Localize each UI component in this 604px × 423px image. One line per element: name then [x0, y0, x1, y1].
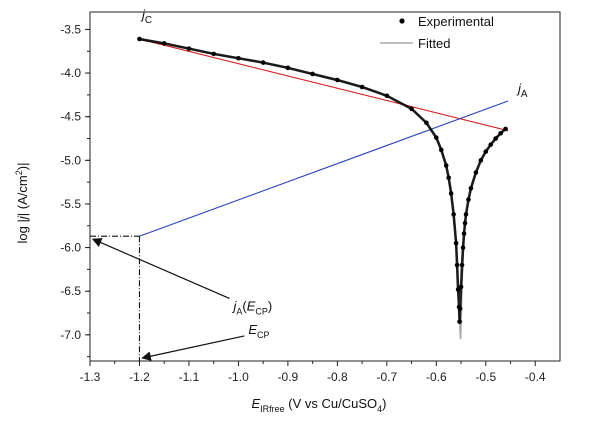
y-axis-title-sup: 2 — [14, 170, 24, 175]
legend: Experimental Fitted — [380, 14, 494, 51]
jc-annotation: jC — [140, 7, 152, 26]
x-tick-label: -0.4 — [525, 370, 546, 384]
ecp-arrow — [141, 335, 245, 361]
guide-lines — [90, 235, 245, 361]
y-tick-label: -6.0 — [60, 241, 81, 255]
x-tick-label: -0.6 — [426, 370, 447, 384]
ecp-e: E — [248, 322, 257, 337]
y-tick-label: -4.0 — [60, 66, 81, 80]
x-tick-label: -1.0 — [228, 370, 249, 384]
ja-ecp-e: E — [247, 298, 256, 313]
ja-ecp-sub2: CP — [255, 306, 268, 316]
legend-experimental-marker — [399, 18, 405, 24]
annotations: jC jA jA(ECP) ECP — [140, 7, 528, 340]
jc-annotation-j: j — [140, 7, 146, 22]
x-axis-title-e: E — [251, 396, 260, 411]
y-tick-label: -5.5 — [60, 197, 81, 211]
x-tick-label: -0.5 — [475, 370, 496, 384]
x-tick-label: -1.3 — [80, 370, 101, 384]
series-jc-line — [139, 38, 509, 132]
x-axis-title-rest-b: ) — [382, 396, 386, 411]
y-axis-title-c: )| — [15, 163, 30, 171]
y-axis-title-b: | (A/cm — [15, 175, 30, 216]
ja-ecp-sub1: A — [236, 306, 242, 316]
x-tick-label: -0.8 — [327, 370, 348, 384]
y-axis-title-j: j — [15, 215, 30, 221]
x-axis-title-sub: IRfree — [260, 404, 285, 414]
axis-ticks: -1.3 -1.2 -1.1 -1.0 -0.9 -0.8 -0.7 -0.6 -0.5 -0.4… — [60, 22, 546, 384]
ja-ecp-annotation: jA(ECP) — [231, 298, 272, 316]
jc-annotation-sub: C — [145, 15, 152, 26]
series-experimental-band — [139, 37, 507, 322]
y-tick-label: -7.0 — [60, 328, 81, 342]
ja-ecp-close: ) — [268, 298, 272, 313]
legend-fitted-label: Fitted — [418, 36, 451, 51]
y-tick-label: -5.0 — [60, 153, 81, 167]
y-tick-label: -4.5 — [60, 110, 81, 124]
ecp-sub: CP — [257, 330, 270, 340]
y-tick-label: -6.5 — [60, 284, 81, 298]
x-tick-label: -0.7 — [376, 370, 397, 384]
x-tick-label: -1.1 — [179, 370, 200, 384]
ja-annotation-j: j — [516, 81, 522, 96]
y-axis-title-a: log | — [15, 219, 30, 243]
y-axis-title: log |j| (A/cm2)| — [14, 163, 30, 244]
ja-ecp-j: j — [231, 298, 237, 313]
plot-frame — [89, 11, 561, 362]
x-axis-title: EIRfree (V vs Cu/CuSO4) — [251, 396, 386, 414]
legend-experimental-label: Experimental — [418, 14, 494, 29]
ja-ecp-open: ( — [242, 298, 247, 313]
series-ja-line — [139, 100, 509, 237]
x-axis-title-rest-a: (V vs Cu/CuSO — [285, 396, 377, 411]
plot-border — [89, 11, 561, 362]
ja-annotation: jA — [516, 81, 528, 100]
ja-ecp-arrow — [91, 238, 230, 299]
series-layer — [137, 36, 509, 340]
ja-annotation-sub: A — [521, 89, 528, 100]
x-axis-title-rest-sub: 4 — [377, 404, 382, 414]
x-tick-label: -1.2 — [129, 370, 150, 384]
y-tick-label: -3.5 — [60, 22, 81, 36]
ecp-annotation: ECP — [248, 322, 269, 340]
x-tick-label: -0.9 — [278, 370, 299, 384]
